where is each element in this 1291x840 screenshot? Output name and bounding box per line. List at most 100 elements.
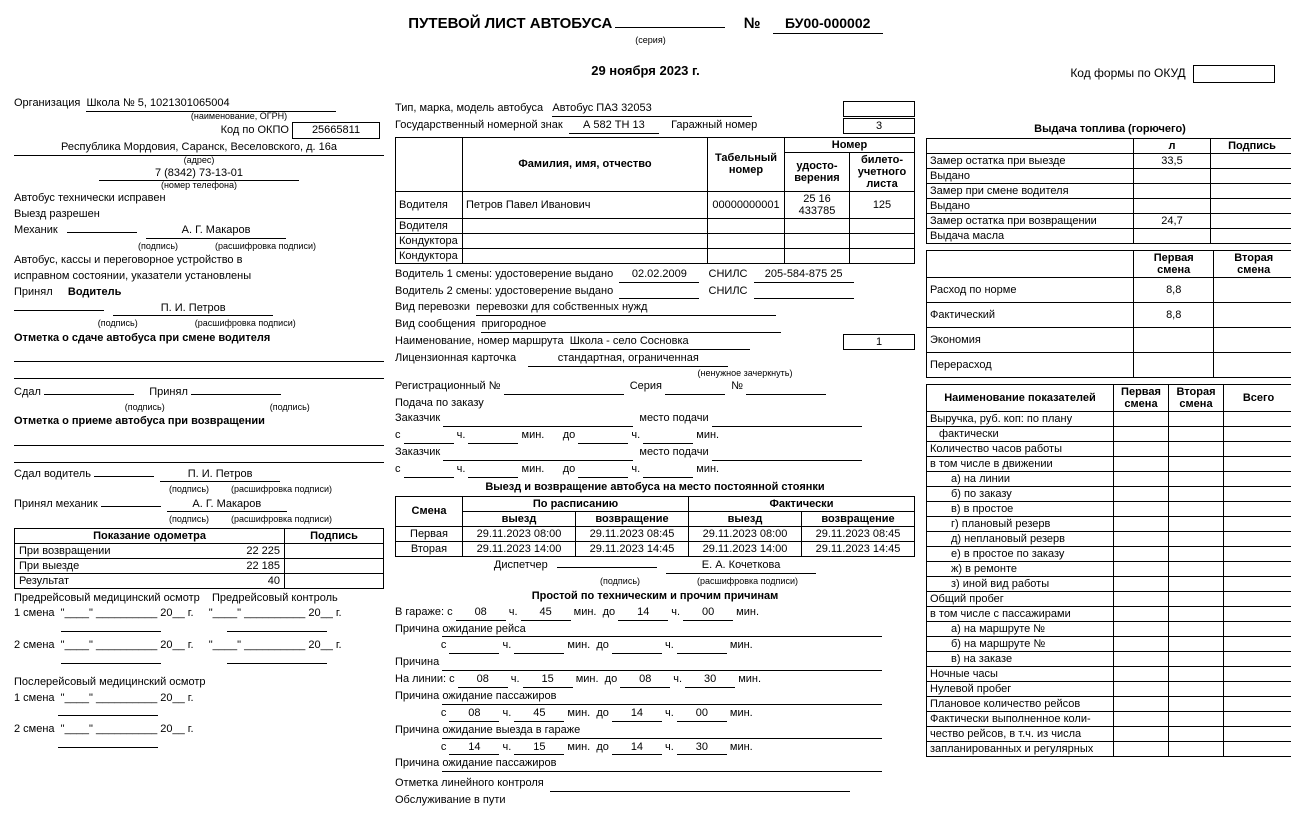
pers-c1-label: Кондуктора (396, 233, 463, 248)
disp-name-cap: (расшифровка подписи) (673, 575, 823, 587)
org-address: Республика Мордовия, Саранск, Веселовско… (14, 140, 384, 156)
disp-name: Е. А. Кочеткова (666, 558, 816, 574)
name-cap-1: (расшифровка подписи) (196, 240, 336, 252)
ind-row: фактически (927, 427, 1114, 442)
blank-line-1 (14, 346, 384, 362)
med-sig-1b (227, 631, 327, 632)
line-ctrl-label: Отметка линейного контроля (395, 777, 544, 789)
pers-tick-h: билето-учетного листа (850, 152, 915, 191)
bus-type-label: Тип, марка, модель автобуса (395, 102, 543, 114)
med-post-label: Послерейсовый медицинский осмотр (14, 675, 384, 690)
driver-name: П. И. Петров (113, 301, 273, 317)
mechanic-name: А. Г. Макаров (146, 223, 286, 239)
d1-snils: 205-584-875 25 (754, 267, 854, 283)
d2-lic-date (619, 284, 699, 300)
doc-number: БУ00-000002 (773, 14, 883, 34)
gave-label: Сдал (14, 386, 41, 398)
fuel-v1: 33,5 (1134, 154, 1211, 169)
series-blank (615, 27, 725, 28)
garage-num: 3 (843, 118, 915, 134)
d2-snils (754, 284, 854, 300)
order-lines: Заказчик место подачи с ч. мин. до ч. ми… (395, 411, 915, 477)
ind-hname: Наименование показателей (927, 385, 1114, 412)
org-name: Школа № 5, 1021301065004 (86, 96, 336, 112)
received-label: Принял (149, 386, 188, 398)
series-label: Серия (630, 380, 662, 392)
med-q2: "____" __________ 20__ г. (61, 639, 194, 651)
ind-row: запланированных и регулярных (927, 742, 1114, 757)
ind-row: б) на маршруте № (927, 637, 1114, 652)
trip-dep-h1: выезд (463, 511, 576, 526)
snils-label-2: СНИЛС (709, 285, 748, 297)
pers-d1-lic: 25 16 433785 (785, 191, 850, 218)
ind-row: в том числе с пассажирами (927, 607, 1114, 622)
msg-type-label: Вид сообщения (395, 318, 475, 330)
odo-v3: 40 (268, 575, 280, 587)
pers-d1-tab: 00000000001 (708, 191, 785, 218)
pers-d1-label: Водителя (396, 191, 463, 218)
ind-row: Нулевой пробег (927, 682, 1114, 697)
ind-row: Ночные часы (927, 667, 1114, 682)
fuel-r5: Замер остатка при возвращении (927, 214, 1134, 229)
gave-driver-sig (94, 476, 154, 477)
title: ПУТЕВОЙ ЛИСТ АВТОБУСА (408, 15, 612, 32)
consumption-table: Первая сменаВторая смена Расход по норме… (926, 250, 1291, 378)
trip-sched-h: По расписанию (463, 496, 689, 511)
address-caption: (адрес) (14, 155, 384, 165)
garage-label: Гаражный номер (671, 119, 757, 131)
indicators-table: Наименование показателей Первая смена Вт… (926, 384, 1291, 757)
trip-fact-h: Фактически (689, 496, 915, 511)
med-post-s1: 1 смена (14, 692, 55, 704)
route-name: Школа - село Сосновка (570, 334, 750, 350)
fuel-r4: Выдано (927, 199, 1134, 214)
name-cap-2: (расшифровка подписи) (165, 317, 325, 329)
disp-label: Диспетчер (494, 559, 548, 571)
trip-table: Смена По расписанию Фактически выезд воз… (395, 496, 915, 557)
lic-card-caption: (ненужное зачеркнуть) (575, 368, 915, 378)
ind-htot: Всего (1224, 385, 1291, 412)
odo-h1: Показание одометра (15, 528, 285, 543)
ind-row: а) на линии (927, 472, 1114, 487)
cons-v1: 8,8 (1134, 278, 1214, 303)
route-num: 1 (843, 334, 915, 350)
cons-h2: Вторая смена (1214, 251, 1291, 278)
cons-v2: 8,8 (1134, 303, 1214, 328)
okud-label: Код формы по ОКУД (1070, 66, 1185, 80)
med-q1b: "____" __________ 20__ г. (209, 607, 342, 619)
series-val (665, 379, 725, 395)
lic-card-val: стандартная, ограниченная (528, 351, 728, 367)
odo-h2: Подпись (285, 528, 384, 543)
accepted-label: Принял (14, 286, 53, 298)
trip-r1-fr: 29.11.2023 08:45 (802, 526, 915, 541)
equip-line-1: Автобус, кассы и переговорное устройство… (14, 253, 384, 268)
odo-r2: При выезде (19, 560, 79, 572)
sig-cap-4: (подпись) (245, 401, 335, 413)
fuel-h-l: л (1134, 139, 1211, 154)
pers-d1-name: Петров Павел Иванович (463, 191, 708, 218)
med-s1a: 1 смена (14, 607, 55, 619)
pers-fio-h: Фамилия, имя, отчество (463, 137, 708, 191)
okpo-value: 25665811 (292, 122, 380, 139)
pers-tab-h: Табельный номер (708, 137, 785, 191)
ind-row: Общий пробег (927, 592, 1114, 607)
received-mech-label: Принял механик (14, 498, 98, 510)
ind-row: Количество часов работы (927, 442, 1114, 457)
med-post-sig1 (58, 715, 158, 716)
blank-line-3 (14, 430, 384, 446)
ind-h1: Первая смена (1114, 385, 1169, 412)
cons-r1: Расход по норме (927, 278, 1134, 303)
trip-r2-label: Вторая (396, 541, 463, 556)
trip-r2-fr: 29.11.2023 14:45 (802, 541, 915, 556)
okud-box (1193, 65, 1275, 83)
driver-role: Водитель (68, 286, 122, 298)
idle-lines: В гараже: с 08 ч. 45 мин. до 14 ч. 00 ми… (395, 605, 915, 772)
trip-r2-fd: 29.11.2023 14:00 (689, 541, 802, 556)
org-label: Организация (14, 97, 80, 109)
sig-cap-5: (подпись) (159, 483, 219, 495)
disp-sig (557, 567, 657, 568)
personnel-table: Фамилия, имя, отчество Табельный номер Н… (395, 137, 915, 264)
d1-lic-label: Водитель 1 смены: удостоверение выдано (395, 268, 613, 280)
route-label: Наименование, номер маршрута (395, 335, 564, 347)
trans-type: перевозки для собственных нужд (476, 300, 776, 316)
ind-row: чество рейсов, в т.ч. из числа (927, 727, 1114, 742)
